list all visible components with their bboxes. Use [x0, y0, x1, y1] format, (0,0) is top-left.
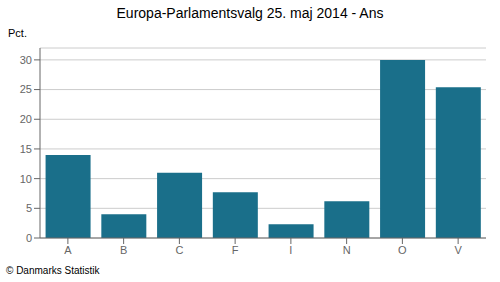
- svg-text:0: 0: [26, 232, 32, 244]
- svg-text:25: 25: [20, 83, 32, 95]
- svg-text:15: 15: [20, 143, 32, 155]
- svg-text:A: A: [64, 244, 72, 256]
- html-text:Pct.: Pct.: [8, 27, 27, 39]
- svg-text:5: 5: [26, 202, 32, 214]
- svg-text:N: N: [343, 244, 351, 256]
- svg-text:O: O: [398, 244, 407, 256]
- svg-text:I: I: [289, 244, 292, 256]
- svg-text:20: 20: [20, 113, 32, 125]
- html-text:© Danmarks Statistik: © Danmarks Statistik: [6, 265, 100, 276]
- svg-text:V: V: [454, 244, 462, 256]
- html-text:Europa-Parlamentsvalg 25. maj: Europa-Parlamentsvalg 25. maj 2014 - Ans: [116, 5, 384, 21]
- svg-text:B: B: [120, 244, 127, 256]
- svg-text:C: C: [175, 244, 183, 256]
- svg-text:10: 10: [20, 173, 32, 185]
- svg-text:F: F: [232, 244, 239, 256]
- svg-text:30: 30: [20, 54, 32, 66]
